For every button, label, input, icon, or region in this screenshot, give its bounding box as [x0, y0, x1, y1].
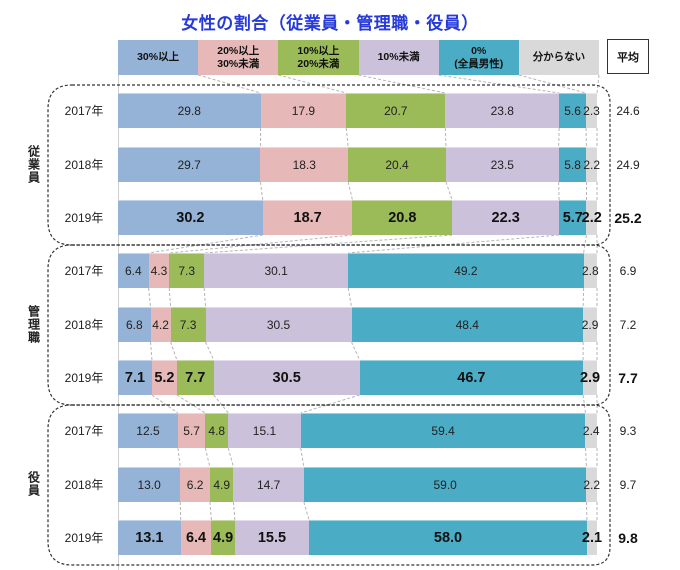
legend-cell: 30%以上 [118, 40, 199, 75]
bar-row: 12.5 5.7 4.8 15.1 59.4 2.4 [118, 413, 600, 448]
average-value: 7.7 [618, 369, 638, 386]
bar-segment [205, 413, 229, 448]
bar-segment [262, 200, 353, 235]
bar-segment [586, 200, 597, 235]
group-label: 役員 [26, 471, 41, 497]
year-label: 2019年 [64, 531, 104, 545]
bar-segment [211, 520, 235, 555]
bar-segment [445, 93, 560, 128]
average-value: 24.6 [616, 103, 640, 118]
bar-segment [558, 147, 587, 182]
bar-segment [260, 147, 349, 182]
bar-row: 6.4 4.3 7.3 30.1 49.2 2.8 [118, 253, 599, 288]
bar-row: 29.8 17.9 20.7 23.8 5.6 2.3 [118, 93, 600, 128]
year-label: 2019年 [64, 371, 104, 385]
bar-segment [586, 520, 597, 555]
bar-segment [583, 253, 597, 288]
bar-segment [445, 147, 559, 182]
average-value: 24.9 [616, 157, 640, 172]
year-label: 2018年 [64, 158, 104, 172]
bar-segment [150, 307, 171, 342]
bar-segment [303, 467, 587, 502]
bar-segment [309, 520, 587, 555]
legend-cell: 10%以上 20%未満 [278, 40, 359, 75]
average-value: 7.2 [619, 317, 637, 332]
bar-segment [351, 307, 584, 342]
bar-segment [177, 413, 206, 448]
bar-row: 13.0 6.2 4.9 14.7 59.0 2.2 [118, 467, 600, 502]
bar-segment [118, 307, 151, 342]
bar-segment [180, 467, 210, 502]
bar-segment [559, 93, 586, 128]
year-label: 2017年 [64, 104, 104, 118]
bar-segment [170, 307, 206, 342]
year-label: 2018年 [64, 478, 104, 492]
bar-row: 30.2 18.7 20.8 22.3 5.7 2.2 [118, 200, 602, 235]
bar-segment [586, 147, 597, 182]
bar-segment [452, 200, 560, 235]
bar-segment [583, 307, 597, 342]
bar-segment [260, 93, 347, 128]
bar-segment [204, 253, 349, 288]
bar-segment [213, 360, 360, 395]
bar-segment [118, 520, 181, 555]
bar-row: 6.8 4.2 7.3 30.5 48.4 2.9 [118, 307, 598, 342]
bar-segment [228, 413, 301, 448]
chart-title: 女性の割合（従業員・管理職・役員） [181, 14, 479, 33]
average-value: 9.7 [619, 477, 637, 492]
bar-segment [348, 253, 584, 288]
bar-segment [118, 413, 178, 448]
y-axis-line [118, 40, 119, 570]
bar-segment [346, 93, 446, 128]
bar-segment [118, 93, 261, 128]
bar-segment [176, 360, 214, 395]
average-value: 6.9 [619, 263, 637, 278]
year-label: 2019年 [64, 211, 104, 225]
average-value: 9.8 [618, 529, 638, 546]
group-box [47, 404, 611, 566]
legend-cell: 分からない [518, 40, 600, 75]
bar-segment [585, 413, 597, 448]
connector-lines [148, 74, 600, 521]
bar-segment [118, 467, 181, 502]
bar-segment [118, 147, 261, 182]
bar-segment [118, 200, 263, 235]
bar-segment [559, 200, 587, 235]
bar-segment [233, 467, 304, 502]
average-header: 平均 [607, 39, 649, 74]
bar-segment [348, 147, 446, 182]
bar-segment [180, 520, 212, 555]
average-value: 25.2 [614, 209, 642, 226]
group-label: 管理職 [26, 304, 41, 344]
bar-row: 7.1 5.2 7.7 30.5 46.7 2.9 [118, 360, 600, 395]
bar-segment [151, 360, 177, 395]
bar-segment [205, 307, 352, 342]
bar-segment [118, 253, 149, 288]
bar-segment [300, 413, 586, 448]
average-value: 9.3 [619, 423, 637, 438]
bar-segment [352, 200, 453, 235]
bar-segment [234, 520, 310, 555]
year-label: 2017年 [64, 264, 104, 278]
bar-row: 29.7 18.3 20.4 23.5 5.8 2.2 [118, 147, 600, 182]
year-label: 2018年 [64, 318, 104, 332]
legend-cell: 10%未満 [358, 40, 439, 75]
legend-header: 30%以上 20%以上 30%未満 10%以上 20%未満 10%未満 0% (全員男性… [118, 40, 600, 75]
bar-segment [148, 253, 170, 288]
legend-cell: 20%以上 30%未満 [198, 40, 279, 75]
bar-segment [209, 467, 234, 502]
bar-segment [585, 93, 597, 128]
group-label: 従業員 [26, 144, 41, 184]
bar-segment [118, 360, 152, 395]
bar-segment [583, 360, 597, 395]
bar-segment [169, 253, 205, 288]
bar-segment [359, 360, 584, 395]
year-label: 2017年 [64, 424, 104, 438]
legend-cell: 0% (全員男性) [438, 40, 519, 75]
bar-segment [586, 467, 597, 502]
bar-row: 13.1 6.4 4.9 15.5 58.0 2.1 [118, 520, 602, 555]
